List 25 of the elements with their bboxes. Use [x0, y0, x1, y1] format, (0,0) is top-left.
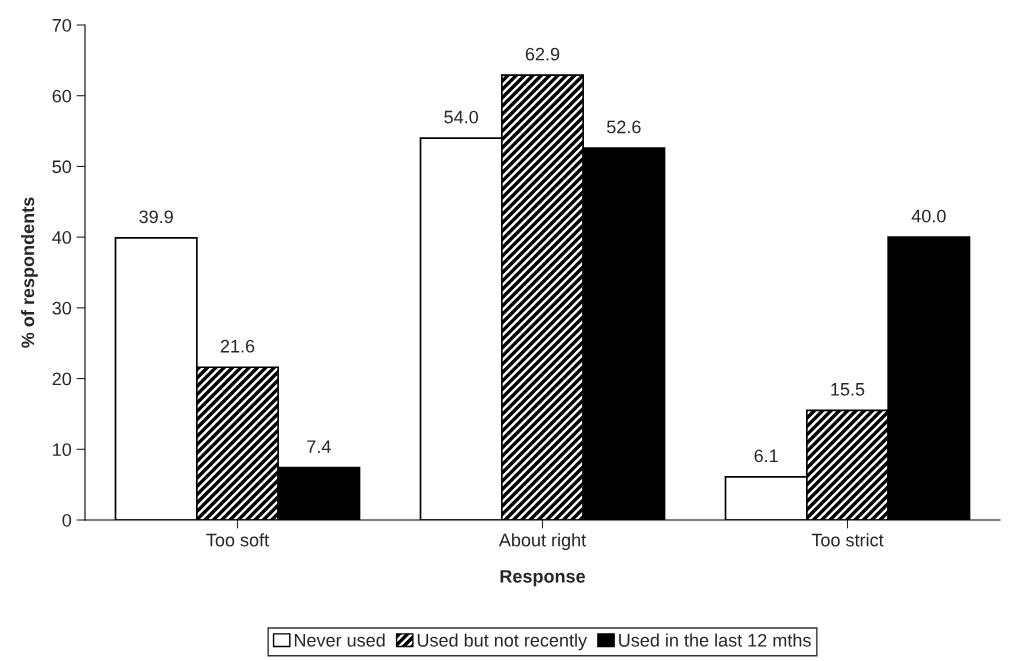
text: 54.0: [444, 110, 479, 124]
y-tick-label: 0: [62, 513, 72, 527]
legend-label: Used but not recently: [417, 633, 588, 651]
y-tick-label: 60: [52, 89, 72, 103]
legend-label: Never used: [294, 633, 385, 647]
text: 6.1: [754, 449, 778, 463]
y-tick-label: 30: [52, 301, 72, 315]
x-tick-label: Too soft: [206, 533, 269, 547]
text: 15.5: [831, 383, 865, 396]
y-axis-title: % of respondents: [21, 197, 38, 348]
y-tick-label: 20: [52, 372, 72, 386]
x-tick-label: Too strict: [811, 533, 884, 547]
text: 40.0: [911, 209, 946, 223]
y-tick-label: 10: [53, 443, 72, 457]
text: 39.9: [139, 210, 173, 224]
text: 21.6: [220, 339, 255, 353]
legend-label: Used in the last 12 mths: [619, 633, 811, 647]
text: 52.6: [606, 120, 641, 134]
y-tick-label: 40: [52, 231, 72, 244]
y-tick-label: 70: [52, 18, 72, 32]
text: 62.9: [525, 47, 560, 61]
y-tick-label: 50: [52, 160, 72, 174]
x-axis-title: Response: [500, 570, 586, 587]
text: 7.4: [307, 440, 331, 453]
x-tick-label: About right: [498, 533, 587, 551]
